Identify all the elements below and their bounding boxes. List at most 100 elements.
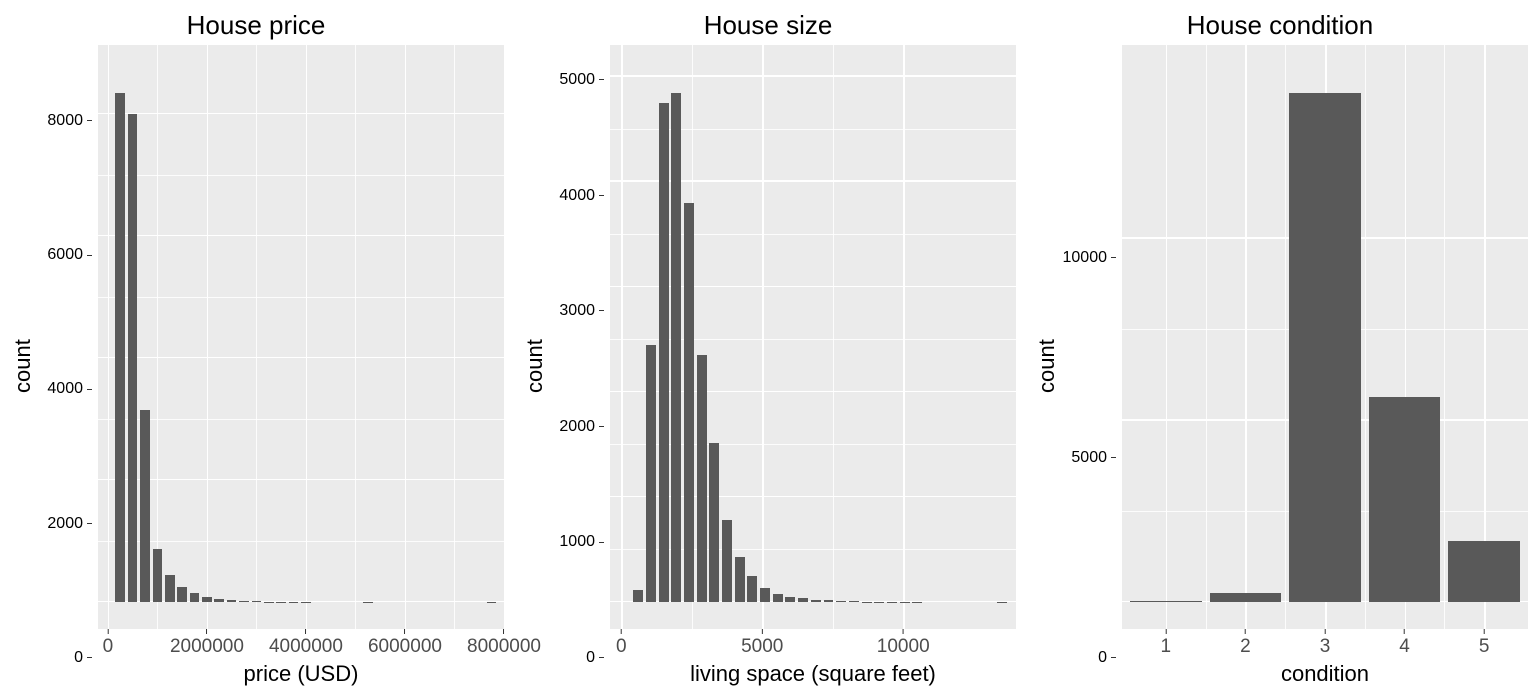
y-tick-label: 0 — [74, 649, 92, 667]
plot-area — [1122, 45, 1528, 629]
gridline-v — [833, 45, 834, 629]
gridline-h — [98, 297, 504, 298]
y-tick-label: 4000 — [47, 380, 92, 398]
y-tick-label: 2000 — [559, 418, 604, 436]
bar — [684, 203, 694, 602]
bar — [722, 520, 732, 602]
bar — [1130, 601, 1202, 602]
panel-title: House price — [8, 10, 504, 41]
bar — [633, 590, 643, 603]
bar — [1289, 93, 1361, 602]
y-tick-label: 1000 — [559, 533, 604, 551]
x-tick-label: 6000000 — [368, 629, 442, 658]
gridline-v — [405, 45, 407, 629]
bar — [115, 93, 125, 603]
gridline-v — [355, 45, 356, 629]
panel-title: House size — [520, 10, 1016, 41]
bar — [849, 601, 859, 602]
bar — [646, 345, 656, 603]
panel-title: House condition — [1032, 10, 1528, 41]
y-tick-label: 2000 — [47, 515, 92, 533]
bar — [735, 557, 745, 602]
y-ticks: 0 2000 4000 6000 8000 — [38, 45, 98, 687]
y-tick-label: 0 — [1098, 649, 1116, 667]
bar — [773, 594, 783, 602]
gridline-h — [98, 235, 504, 237]
gridline-v — [1206, 45, 1207, 629]
bar — [747, 576, 757, 602]
figure: House pricecount020004000600080000200000… — [0, 0, 1536, 691]
x-tick-label: 4 — [1399, 629, 1410, 658]
bar — [239, 601, 249, 603]
plot-area — [610, 45, 1016, 629]
x-tick-label: 3 — [1320, 629, 1331, 658]
bar — [824, 600, 834, 602]
x-tick-label: 1 — [1160, 629, 1171, 658]
bar — [709, 443, 719, 603]
bar — [874, 602, 884, 603]
y-tick-label: 8000 — [47, 112, 92, 130]
x-tick-label: 10000 — [877, 629, 930, 658]
x-tick-label: 4000000 — [269, 629, 343, 658]
bar — [214, 599, 224, 603]
plot-column: 0 5000 10000 living space (square feet) — [610, 45, 1016, 687]
x-axis-label: living space (square feet) — [610, 661, 1016, 687]
bar — [1369, 397, 1441, 602]
bar — [264, 602, 274, 603]
y-tick-label: 4000 — [559, 187, 604, 205]
x-ticks: 0 5000 10000 — [610, 629, 1016, 659]
y-axis-label: count — [8, 45, 38, 687]
gridline-v — [157, 45, 158, 629]
y-tick-label: 5000 — [1071, 449, 1116, 467]
gridline-v — [621, 45, 623, 629]
bar — [252, 601, 262, 602]
bar — [760, 588, 770, 603]
gridline-v — [1365, 45, 1366, 629]
plot-column: 02000000400000060000008000000price (USD) — [98, 45, 504, 687]
gridline-v — [903, 45, 905, 629]
x-tick-label: 5000 — [741, 629, 783, 658]
bar — [671, 93, 681, 603]
bar — [798, 598, 808, 602]
gridline-h — [610, 75, 1016, 77]
bar — [785, 597, 795, 603]
gridline-v — [108, 45, 110, 629]
bar — [836, 601, 846, 602]
bar — [202, 597, 212, 602]
gridline-v — [306, 45, 308, 629]
plot-row: count02000400060008000020000004000000600… — [8, 45, 504, 687]
y-axis-label: count — [1032, 45, 1062, 687]
bar — [128, 114, 138, 602]
x-tick-label: 0 — [616, 629, 627, 658]
gridline-v — [762, 45, 764, 629]
y-ticks: 010002000300040005000 — [550, 45, 610, 687]
bar — [153, 549, 163, 603]
gridline-h — [98, 479, 504, 481]
x-tick-label: 2 — [1240, 629, 1251, 658]
gridline-h — [98, 419, 504, 420]
gridline-v — [1444, 45, 1445, 629]
gridline-h — [98, 357, 504, 359]
y-tick-label: 5000 — [559, 71, 604, 89]
bar — [697, 355, 707, 602]
bar — [811, 600, 821, 603]
y-axis-label: count — [520, 45, 550, 687]
gridline-v — [1245, 45, 1247, 629]
bar — [1210, 593, 1282, 602]
bar — [140, 410, 150, 602]
x-ticks: 1 2 3 4 5 — [1122, 629, 1528, 659]
gridline-h — [98, 541, 504, 542]
y-tick-label: 0 — [586, 649, 604, 667]
panel-price: House pricecount020004000600080000200000… — [0, 0, 512, 691]
x-axis-label: price (USD) — [98, 661, 504, 687]
bar — [227, 600, 237, 602]
plot-area — [98, 45, 504, 629]
x-tick-label: 5 — [1479, 629, 1490, 658]
gridline-v — [454, 45, 455, 629]
gridline-h — [98, 175, 504, 176]
y-ticks: 0500010000 — [1062, 45, 1122, 687]
gridline-v — [256, 45, 257, 629]
bar — [1448, 541, 1520, 603]
bar — [165, 575, 175, 602]
y-tick-label: 6000 — [47, 246, 92, 264]
